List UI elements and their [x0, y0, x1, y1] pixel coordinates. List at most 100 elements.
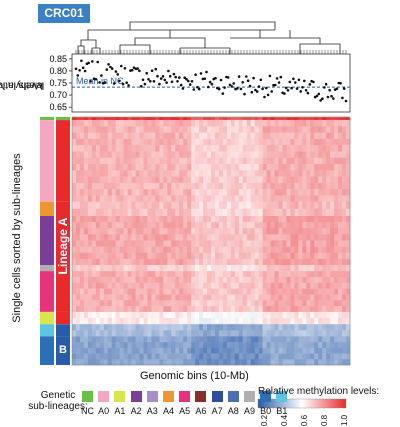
heatmap-cell — [342, 347, 347, 354]
heatmap-cell — [131, 145, 136, 152]
heatmap-cell — [207, 318, 212, 325]
heatmap-cell — [326, 228, 331, 235]
heatmap-cell — [338, 246, 343, 254]
heatmap-cell — [254, 353, 259, 360]
heatmap-cell — [274, 246, 279, 254]
heatmap-cell — [310, 282, 315, 289]
heatmap-cell — [286, 195, 291, 203]
heatmap-cell — [155, 182, 160, 190]
heatmap-cell — [155, 318, 160, 325]
heatmap-cell — [346, 201, 351, 210]
heatmap-cell — [139, 157, 144, 165]
scatter-point — [283, 92, 286, 95]
heatmap-cell — [95, 208, 101, 217]
heatmap-cell — [115, 216, 120, 223]
heatmap-cell — [222, 176, 228, 184]
heatmap-cell — [187, 306, 192, 313]
heatmap-cell — [155, 126, 160, 133]
heatmap-cell — [143, 189, 148, 196]
heatmap-cell — [72, 294, 77, 301]
scatter-point — [78, 69, 81, 72]
heatmap-cell — [310, 264, 315, 272]
heatmap-cell — [230, 318, 236, 325]
heatmap-cell — [119, 311, 124, 319]
heatmap-cell — [266, 271, 271, 278]
heatmap-cell — [334, 164, 339, 171]
heatmap-cell — [203, 342, 208, 349]
heatmap-cell — [207, 306, 212, 313]
heatmap-cell — [203, 324, 208, 331]
heatmap-cell — [302, 164, 307, 171]
heatmap-cell — [79, 264, 85, 272]
heatmap-cell — [314, 311, 319, 319]
heatmap-cell — [222, 170, 228, 177]
heatmap-cell — [326, 151, 331, 159]
heatmap-cell — [306, 246, 311, 254]
heatmap-cell — [314, 222, 319, 229]
heatmap-cell — [123, 264, 128, 272]
heatmap-cell — [298, 189, 303, 196]
heatmap-cell — [222, 347, 228, 354]
heatmap-cell — [155, 216, 160, 223]
heatmap-cell — [151, 306, 156, 313]
scatter-point — [330, 94, 333, 98]
heatmap-cell — [286, 201, 291, 210]
heatmap-cell — [234, 164, 240, 171]
heatmap-cell — [346, 306, 351, 313]
legend-swatch-a3 — [146, 391, 158, 402]
heatmap-cell — [254, 324, 259, 331]
heatmap-cell — [286, 120, 291, 127]
heatmap-cell — [203, 176, 208, 184]
heatmap-cell — [91, 216, 97, 223]
scatter-point — [237, 75, 241, 78]
heatmap-cell — [322, 117, 327, 121]
heatmap-cell — [254, 201, 259, 210]
heatmap-cell — [75, 353, 81, 360]
heatmap-cell — [87, 258, 93, 266]
heatmap-cell — [306, 117, 311, 121]
heatmap-cell — [318, 330, 323, 337]
heatmap-cell — [254, 318, 259, 325]
heatmap-cell — [187, 176, 192, 184]
heatmap-cell — [79, 228, 85, 235]
heatmap-cell — [286, 189, 291, 196]
heatmap-cell — [290, 359, 295, 366]
legend-swatch-a9 — [244, 391, 255, 402]
scatter-point — [138, 69, 141, 73]
heatmap-cell — [218, 318, 224, 325]
heatmap-cell — [91, 145, 97, 152]
heatmap-cell — [183, 288, 188, 295]
heatmap-cell — [342, 222, 347, 229]
heatmap-cell — [187, 353, 192, 360]
heatmap-cell — [254, 330, 259, 337]
heatmap-cell — [298, 347, 303, 354]
heatmap-cell — [119, 276, 124, 284]
heatmap-cell — [222, 276, 228, 284]
heatmap-cell — [330, 300, 335, 307]
heatmap-cell — [234, 120, 240, 127]
heatmap-cell — [246, 234, 252, 241]
heatmap-cell — [191, 195, 196, 203]
heatmap-cell — [135, 151, 140, 159]
heatmap-cell — [103, 258, 109, 266]
heatmap-cell — [203, 201, 208, 210]
heatmap-cell — [290, 271, 295, 278]
heatmap-cell — [151, 336, 156, 343]
heatmap-cell — [147, 216, 152, 223]
heatmap-cell — [338, 201, 343, 210]
heatmap-cell — [111, 359, 116, 366]
heatmap-cell — [326, 201, 331, 210]
scatter-point — [265, 86, 268, 90]
heatmap-cell — [214, 222, 220, 229]
heatmap-cell — [222, 189, 228, 196]
heatmap-cell — [346, 222, 351, 229]
heatmap-cell — [79, 117, 85, 121]
heatmap-cell — [238, 182, 244, 190]
heatmap-cell — [230, 353, 236, 360]
heatmap-cell — [222, 336, 228, 343]
scatter-point — [228, 83, 232, 87]
heatmap-cell — [298, 300, 303, 307]
heatmap-cell — [294, 347, 299, 354]
heatmap-cell — [175, 347, 180, 354]
heatmap-cell — [111, 276, 116, 284]
